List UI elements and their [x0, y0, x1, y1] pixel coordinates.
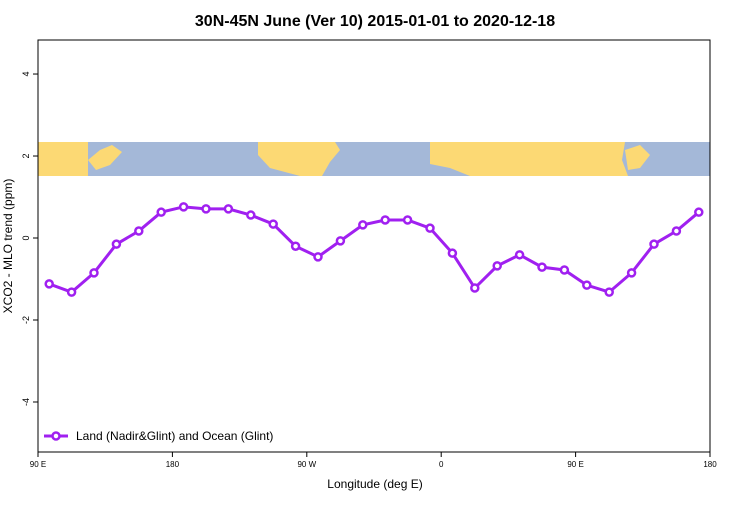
- point: [514, 250, 525, 260]
- legend-label: Land (Nadir&Glint) and Ocean (Glint): [76, 429, 273, 443]
- point: [358, 220, 368, 230]
- x-tick-label: 180: [166, 460, 180, 469]
- land: [258, 142, 340, 176]
- point: [626, 268, 637, 278]
- y-tick-label: 0: [21, 235, 31, 240]
- land: [38, 142, 88, 176]
- point: [246, 210, 256, 220]
- point: [268, 219, 278, 229]
- point: [134, 226, 144, 236]
- point: [201, 204, 211, 214]
- point: [156, 207, 166, 217]
- point: [380, 215, 390, 225]
- point: [44, 279, 54, 289]
- point: [537, 262, 547, 272]
- y-tick-label: -4: [21, 398, 31, 406]
- x-tick-label: 90 E: [30, 460, 46, 469]
- x-tick-label: 90 E: [567, 460, 583, 469]
- plot-frame: [37, 39, 711, 453]
- point: [492, 261, 502, 271]
- y-tick-label: 2: [21, 154, 31, 159]
- point: [694, 207, 704, 217]
- point: [447, 248, 458, 258]
- point: [313, 252, 323, 262]
- y-tick-label: 4: [21, 72, 31, 77]
- point: [66, 287, 77, 297]
- map-strip: [38, 142, 710, 176]
- legend-marker: [51, 431, 61, 441]
- point: [604, 287, 614, 297]
- point: [559, 265, 570, 275]
- point: [223, 204, 234, 214]
- y-axis-label: XCO2 - MLO trend (ppm): [1, 179, 15, 314]
- x-tick-label: 90 W: [297, 460, 316, 469]
- point: [290, 241, 301, 251]
- point: [335, 236, 346, 246]
- point: [111, 239, 122, 249]
- x-axis-label: Longitude (deg E): [327, 477, 422, 491]
- land: [625, 145, 650, 170]
- y-tick-label: -2: [21, 316, 31, 324]
- point: [425, 223, 435, 233]
- point: [89, 268, 99, 278]
- point: [582, 280, 592, 290]
- land: [88, 145, 122, 170]
- point: [402, 215, 413, 225]
- x-tick-label: 0: [439, 460, 444, 469]
- point: [671, 226, 682, 236]
- chart-title: 30N-45N June (Ver 10) 2015-01-01 to 2020…: [195, 13, 555, 30]
- x-tick-label: 180: [703, 460, 717, 469]
- point: [470, 283, 480, 293]
- point: [178, 202, 189, 212]
- land: [430, 142, 628, 176]
- point: [649, 239, 659, 249]
